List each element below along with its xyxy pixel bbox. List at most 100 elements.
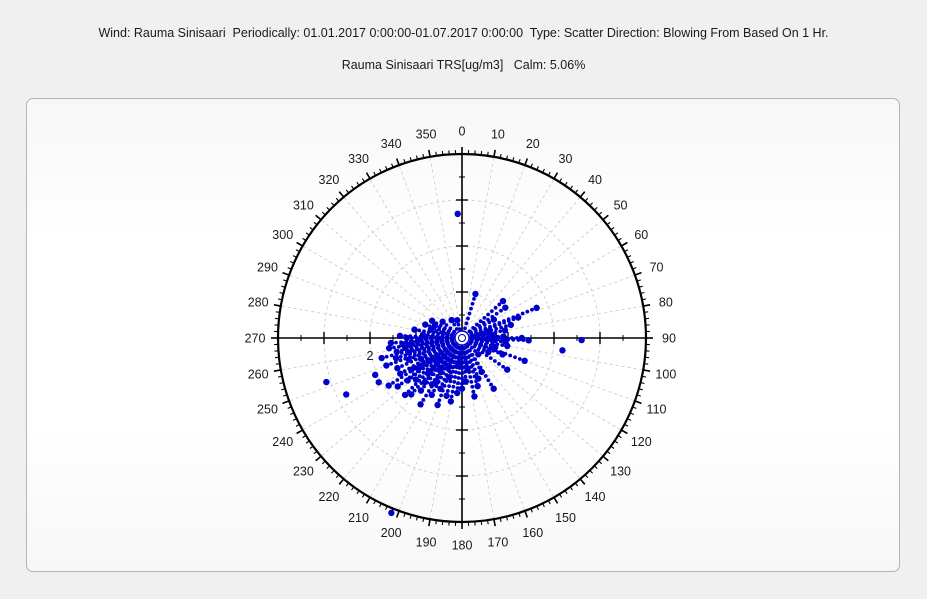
fan-point [471,369,475,374]
fan-point [469,306,473,311]
fan-point [411,372,416,377]
data-point [439,318,446,325]
angle-minor-tick [403,159,406,164]
angle-minor-tick [292,255,297,258]
fan-point [499,308,503,313]
fan-point [450,389,455,394]
angle-tick-label: 240 [272,435,293,449]
axis-layer [271,147,653,529]
angle-minor-tick [275,311,280,313]
angle-major-tick [634,400,642,405]
angle-minor-tick [569,185,573,190]
fan-point [497,322,502,327]
angle-tick-label: 220 [319,490,340,504]
data-point [499,297,507,305]
angle-minor-tick [574,189,579,194]
fan-point [478,325,483,330]
data-point [392,354,400,362]
angle-tick-label: 20 [526,137,540,151]
data-point [408,366,415,373]
fan-point [434,384,439,389]
angle-minor-tick [409,514,412,519]
data-point [454,317,461,324]
data-point [443,392,450,399]
fan-point [497,362,501,366]
fan-point [470,301,475,306]
data-point [394,383,401,390]
angle-minor-tick [641,375,647,378]
fan-point [482,322,487,327]
angle-minor-tick [313,450,318,455]
fan-point [395,378,400,382]
data-point [578,336,585,344]
angle-minor-tick [518,512,521,517]
fan-point [464,362,469,367]
fan-point [492,359,497,363]
fan-point [412,388,417,393]
angle-minor-tick [542,168,545,173]
plot-panel: 0 10 20 30 40 50 60 70 80 90 100 110 120 130 140 150 160… [26,98,900,572]
fan-point [498,339,503,344]
angle-minor-tick [373,171,377,176]
data-point [521,357,528,365]
fan-point [399,381,404,386]
angle-minor-tick [593,465,598,469]
angle-major-tick [282,400,290,405]
angle-minor-tick [617,435,622,439]
data-point [490,316,498,323]
fan-point [432,388,436,393]
grid-spoke [461,337,604,457]
fan-point [423,363,428,368]
angle-minor-tick [331,202,335,207]
angle-minor-tick [356,181,360,186]
fan-point [404,372,408,377]
data-point [504,366,511,373]
angle-minor-tick [275,363,280,365]
angle-tick-label: 250 [257,402,278,416]
angle-minor-tick [309,445,314,449]
angle-minor-tick [499,153,502,159]
angle-minor-tick [287,406,292,409]
data-point [371,371,379,379]
data-point [446,374,453,381]
fan-point [513,355,517,360]
angle-minor-tick [518,159,521,164]
angle-minor-tick [644,363,649,365]
angle-minor-tick [391,163,394,168]
data-point [533,304,540,312]
angle-tick-label: 260 [248,367,269,381]
angle-major-tick [602,455,609,462]
fan-point [436,331,441,336]
angle-tick-label: 80 [659,296,673,310]
angle-minor-tick [345,482,350,487]
data-point [417,401,424,408]
fan-point [489,309,494,314]
angle-minor-tick [290,412,295,415]
data-point [492,343,499,351]
fan-point [443,326,447,331]
angle-major-tick [338,478,345,485]
data-point [436,366,443,374]
data-point [385,345,393,352]
grid-spoke [461,196,581,339]
angle-minor-tick [559,178,563,183]
angle-major-tick [365,172,371,180]
fan-point [413,334,418,339]
fan-point [389,361,393,366]
angle-minor-tick [351,185,355,190]
data-point [385,382,392,389]
angle-minor-tick [559,493,563,498]
angle-minor-tick [385,166,388,171]
angle-tick-label: 350 [416,128,437,142]
fan-point [404,361,409,366]
data-point [559,347,566,354]
angle-minor-tick [281,388,286,391]
fan-point [455,386,460,390]
angle-tick-label: 300 [272,228,293,242]
radial-tick-label: 2 [367,349,374,363]
angle-minor-tick [435,151,437,156]
angle-major-tick [524,158,529,166]
fan-point [499,325,504,330]
fan-point [480,350,485,355]
fan-point [420,375,425,380]
